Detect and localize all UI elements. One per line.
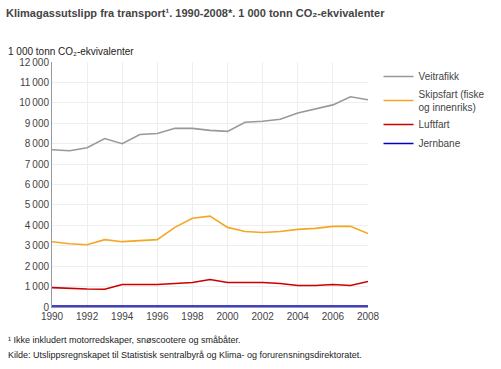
svg-text:10 000: 10 000 <box>19 97 49 108</box>
svg-text:2002: 2002 <box>252 311 275 322</box>
svg-text:2008: 2008 <box>357 311 380 322</box>
svg-text:8 000: 8 000 <box>25 138 50 149</box>
svg-text:1998: 1998 <box>181 311 204 322</box>
svg-text:1992: 1992 <box>76 311 99 322</box>
svg-text:0: 0 <box>43 302 49 313</box>
svg-text:Jernbane: Jernbane <box>419 138 461 149</box>
svg-text:7 000: 7 000 <box>25 159 50 170</box>
svg-text:Klimagassutslipp fra transport: Klimagassutslipp fra transport¹. 1990-20… <box>6 7 385 19</box>
svg-text:1 000: 1 000 <box>25 281 50 292</box>
svg-text:12 000: 12 000 <box>19 57 49 68</box>
svg-text:3 000: 3 000 <box>25 240 50 251</box>
svg-text:Luftfart: Luftfart <box>419 119 450 130</box>
svg-text:11 000: 11 000 <box>20 77 50 88</box>
svg-text:Skipsfart (fiskeog innenriks): Skipsfart (fiskeog innenriks) <box>419 89 485 113</box>
svg-text:2000: 2000 <box>216 311 239 322</box>
svg-text:1 000 tonn CO₂-ekvivalenter: 1 000 tonn CO₂-ekvivalenter <box>8 46 134 57</box>
svg-text:2 000: 2 000 <box>25 261 50 272</box>
svg-text:Kilde: Utslippsregnskapet til: Kilde: Utslippsregnskapet til Statistisk… <box>8 350 362 360</box>
svg-text:9 000: 9 000 <box>25 118 50 129</box>
svg-text:1994: 1994 <box>111 311 134 322</box>
svg-text:2004: 2004 <box>287 311 310 322</box>
svg-text:2006: 2006 <box>322 311 345 322</box>
svg-text:Veitrafikk: Veitrafikk <box>419 71 461 82</box>
svg-text:¹ Ikke inkludert motorredskape: ¹ Ikke inkludert motorredskaper, snøscoo… <box>8 335 241 345</box>
svg-text:1990: 1990 <box>41 311 64 322</box>
svg-text:5 000: 5 000 <box>25 199 50 210</box>
svg-text:6 000: 6 000 <box>25 179 50 190</box>
svg-text:4 000: 4 000 <box>25 220 50 231</box>
svg-text:1996: 1996 <box>146 311 169 322</box>
